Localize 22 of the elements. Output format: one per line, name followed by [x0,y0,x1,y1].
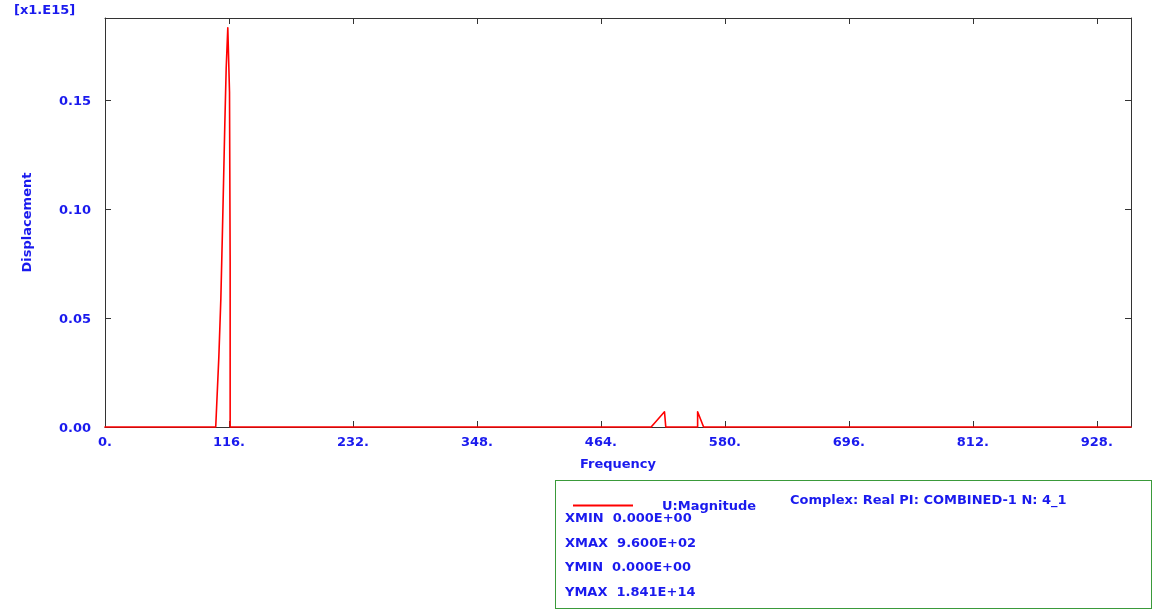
text: Complex: Real PI: COMBINED-1 N: 4_1 [790,492,1067,507]
text: XMAX 9.600E+02 [565,534,697,550]
x-tick-label: 812. [956,434,989,449]
x-tick-label: 696. [832,434,865,449]
text: YMIN 0.000E+00 [565,559,692,574]
x-tick-label: 232. [336,434,369,449]
x-tick-label: 580. [708,434,741,449]
y-tick-label: 0.10 [58,201,91,217]
y-tick-label: 0.00 [58,419,91,435]
text: YMAX 1.841E+14 [565,583,696,599]
x-tick-label: 0. [98,434,112,449]
x-tick-label: 348. [460,434,493,449]
y-tick-label: 0.05 [58,310,91,326]
x-tick-label: 464. [584,434,617,449]
x-axis-title: Frequency [579,456,657,471]
text: XMIN 0.000E+00 [565,510,692,525]
x-tick-label: 116. [212,434,246,449]
y-axis-title: Displacement [19,172,34,273]
y-tick-label: 0.15 [58,93,91,109]
legend-label: U:Magnitude [662,498,757,513]
x-tick-label: 928. [1080,434,1113,449]
text: [x1.E15] [14,2,76,17]
